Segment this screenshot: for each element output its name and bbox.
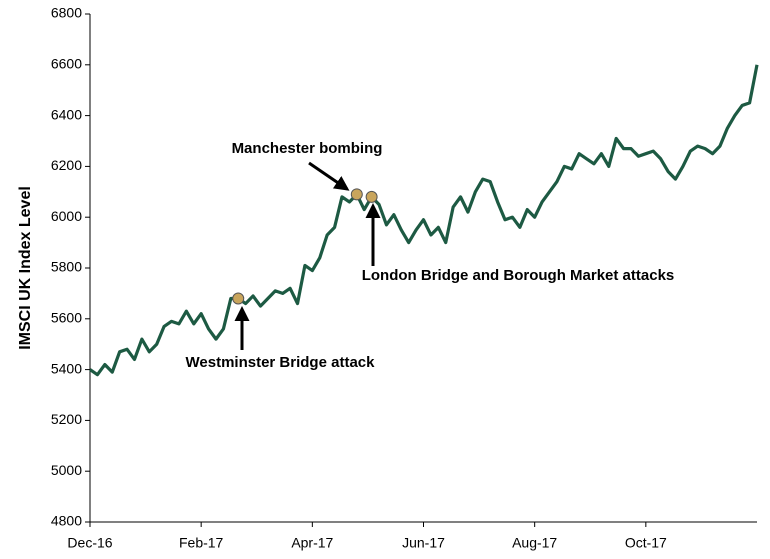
event-marker <box>365 190 378 203</box>
x-tick-label: Apr-17 <box>291 535 333 551</box>
x-tick-label: Dec-16 <box>67 535 112 551</box>
event-marker <box>232 292 245 305</box>
x-tick-label: Jun-17 <box>402 535 445 551</box>
annotation: Manchester bombing <box>232 140 383 157</box>
y-axis-title: IMSCI UK Index Level <box>17 186 34 350</box>
y-tick-label: 6000 <box>51 208 82 224</box>
y-tick-label: 5000 <box>51 462 82 478</box>
y-tick-label: 5200 <box>51 411 82 427</box>
x-tick-label: Aug-17 <box>512 535 557 551</box>
y-tick-label: 5400 <box>51 360 82 376</box>
y-tick-label: 5600 <box>51 310 82 326</box>
y-tick-label: 4800 <box>51 513 82 529</box>
arrow <box>308 161 350 191</box>
event-marker <box>350 188 363 201</box>
x-tick-label: Feb-17 <box>179 535 224 551</box>
y-tick-label: 6800 <box>51 5 82 21</box>
annotation: London Bridge and Borough Market attacks <box>362 267 675 284</box>
annotation: Westminster Bridge attack <box>186 354 376 371</box>
data-line <box>89 64 759 377</box>
y-tick-label: 6600 <box>51 56 82 72</box>
y-tick-label: 6400 <box>51 106 82 122</box>
x-tick-label: Oct-17 <box>625 535 667 551</box>
y-tick-label: 6200 <box>51 157 82 173</box>
y-tick-label: 5800 <box>51 259 82 275</box>
